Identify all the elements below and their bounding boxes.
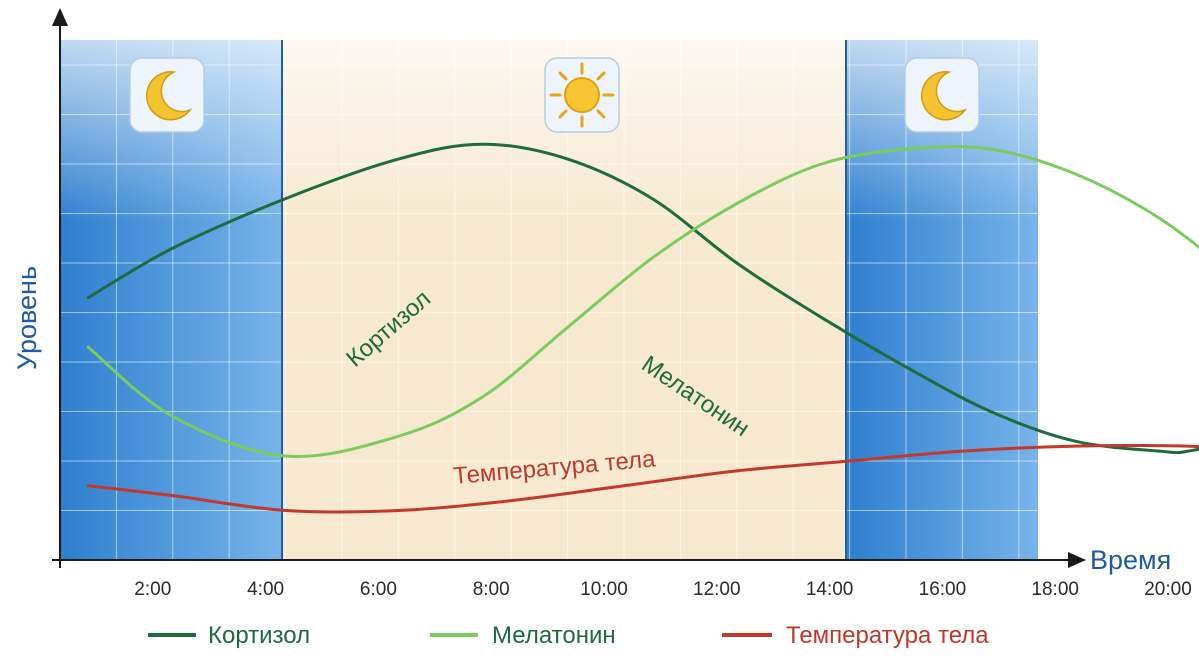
x-tick-label: 4:00 <box>247 579 284 600</box>
x-tick-label: 14:00 <box>806 579 854 600</box>
legend-label-melatonin: Мелатонин <box>492 622 616 649</box>
sun-icon <box>544 57 620 133</box>
x-tick-label: 10:00 <box>580 579 628 600</box>
y-axis-title: Уровень <box>12 266 42 370</box>
y-axis-arrow <box>52 8 68 26</box>
moon-icon <box>904 57 980 133</box>
x-tick-label: 2:00 <box>134 579 171 600</box>
legend: Кортизол Мелатонин Температура тела <box>148 622 989 649</box>
x-axis-arrow <box>1068 552 1086 568</box>
x-tick-label: 20:00 <box>1144 579 1192 600</box>
series-layer <box>86 142 1199 514</box>
x-tick-label: 18:00 <box>1031 579 1079 600</box>
x-tick-label: 12:00 <box>693 579 741 600</box>
x-tick-label: 8:00 <box>473 579 510 600</box>
x-axis-title: Время <box>1090 545 1171 575</box>
x-tick-label: 16:00 <box>919 579 967 600</box>
legend-label-cortisol: Кортизол <box>208 622 310 649</box>
temperature-line <box>86 444 1199 514</box>
moon-icon <box>129 57 205 133</box>
melatonin-line <box>86 145 1199 459</box>
x-tick-label: 6:00 <box>360 579 397 600</box>
x-ticks: 2:00 4:00 6:00 8:00 10:00 12:00 14:00 16:00 18:0… <box>134 579 1192 600</box>
legend-label-temperature: Температура тела <box>786 622 989 649</box>
cortisol-line <box>86 142 1199 455</box>
